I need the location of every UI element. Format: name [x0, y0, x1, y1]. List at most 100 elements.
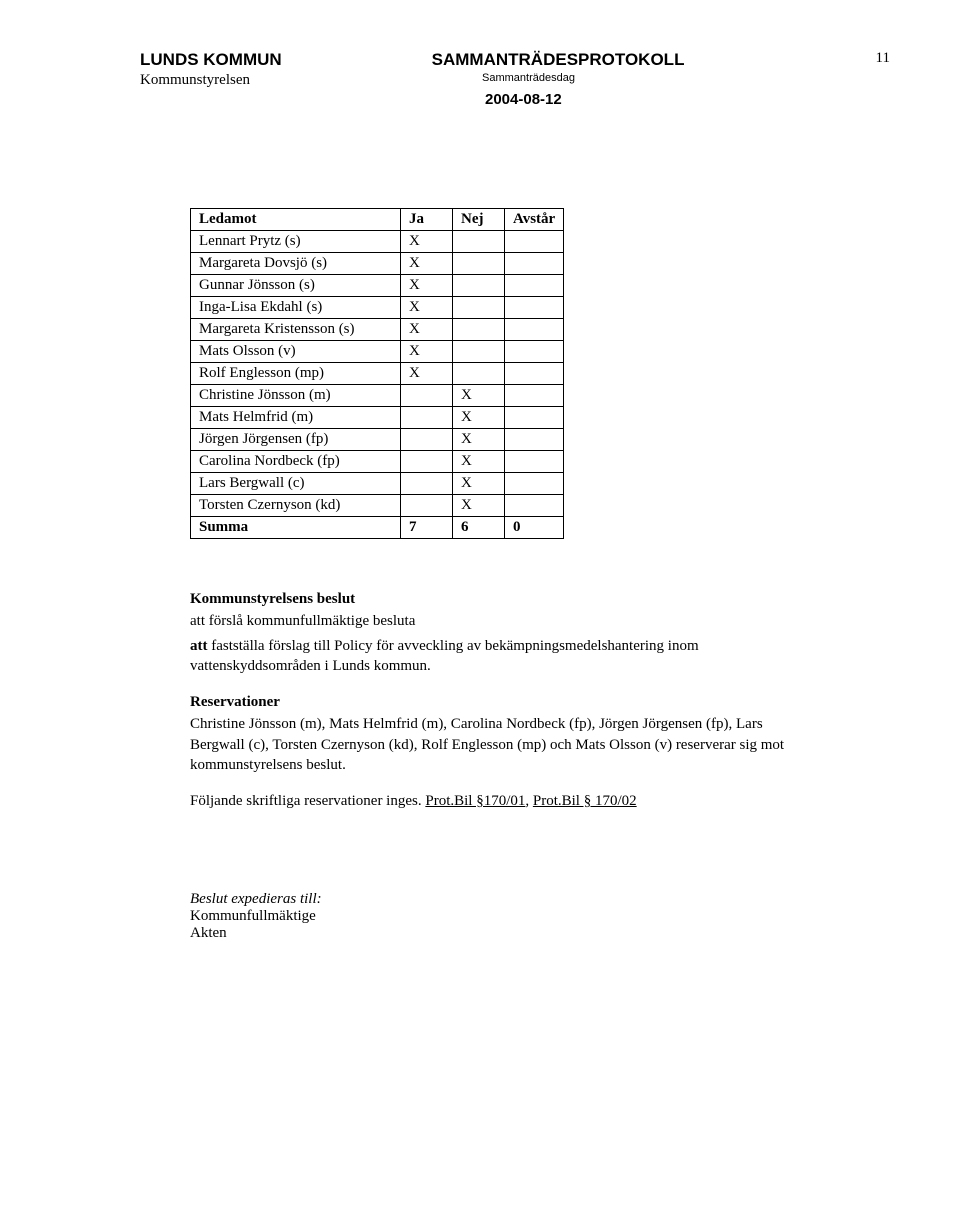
- cell-nej: [453, 275, 505, 297]
- decision-rest: fastställa förslag till Policy för avvec…: [190, 638, 699, 674]
- table-row: Margareta Kristensson (s)X: [191, 319, 564, 341]
- table-row: Carolina Nordbeck (fp) X: [191, 451, 564, 473]
- cell-abs: [505, 429, 564, 451]
- cell-ja: [401, 429, 453, 451]
- cell-name: Mats Helmfrid (m): [191, 407, 401, 429]
- cell-abs: [505, 341, 564, 363]
- cell-abs: [505, 495, 564, 517]
- cell-name: Jörgen Jörgensen (fp): [191, 429, 401, 451]
- cell-ja: [401, 407, 453, 429]
- header-row: LUNDS KOMMUN SAMMANTRÄDESPROTOKOLL 11: [140, 50, 890, 70]
- cell-nej: [453, 341, 505, 363]
- protbil-link-1[interactable]: Prot.Bil §170/01: [425, 793, 525, 809]
- vote-table: Ledamot Ja Nej Avstår Lennart Prytz (s)X…: [190, 208, 564, 539]
- decision-line2: att fastställa förslag till Policy för a…: [190, 636, 800, 677]
- cell-nej: [453, 253, 505, 275]
- cell-name: Carolina Nordbeck (fp): [191, 451, 401, 473]
- table-row: Lennart Prytz (s)X: [191, 231, 564, 253]
- footer-block: Beslut expedieras till: Kommunfullmäktig…: [190, 891, 890, 942]
- cell-nej: X: [453, 473, 505, 495]
- col-nej: Nej: [453, 209, 505, 231]
- cell-nej: X: [453, 451, 505, 473]
- decision-section: Kommunstyrelsens beslut att förslå kommu…: [190, 589, 800, 811]
- cell-abs: [505, 319, 564, 341]
- cell-nej: [453, 231, 505, 253]
- page-number: 11: [876, 50, 890, 70]
- cell-name: Rolf Englesson (mp): [191, 363, 401, 385]
- decision-att: att: [190, 638, 208, 654]
- cell-ja: [401, 451, 453, 473]
- sum-abs: 0: [505, 517, 564, 539]
- table-row: Mats Helmfrid (m) X: [191, 407, 564, 429]
- table-header-row: Ledamot Ja Nej Avstår: [191, 209, 564, 231]
- cell-name: Margareta Dovsjö (s): [191, 253, 401, 275]
- cell-abs: [505, 253, 564, 275]
- cell-ja: X: [401, 253, 453, 275]
- cell-name: Lars Bergwall (c): [191, 473, 401, 495]
- cell-abs: [505, 363, 564, 385]
- sum-nej: 6: [453, 517, 505, 539]
- cell-abs: [505, 473, 564, 495]
- col-ja: Ja: [401, 209, 453, 231]
- reservations-text: Christine Jönsson (m), Mats Helmfrid (m)…: [190, 714, 800, 775]
- cell-ja: X: [401, 275, 453, 297]
- table-row: Lars Bergwall (c) X: [191, 473, 564, 495]
- col-avstar: Avstår: [505, 209, 564, 231]
- cell-name: Inga-Lisa Ekdahl (s): [191, 297, 401, 319]
- table-row: Torsten Czernyson (kd) X: [191, 495, 564, 517]
- cell-nej: X: [453, 407, 505, 429]
- meeting-date: 2004-08-12: [485, 91, 890, 108]
- cell-ja: [401, 385, 453, 407]
- cell-abs: [505, 451, 564, 473]
- protbil-sep: ,: [525, 793, 533, 809]
- decision-heading: Kommunstyrelsens beslut: [190, 589, 800, 609]
- cell-ja: [401, 495, 453, 517]
- sum-label: Summa: [191, 517, 401, 539]
- cell-abs: [505, 385, 564, 407]
- cell-abs: [505, 275, 564, 297]
- cell-ja: X: [401, 297, 453, 319]
- footer-label: Beslut expedieras till:: [190, 891, 890, 908]
- cell-abs: [505, 407, 564, 429]
- table-row: Gunnar Jönsson (s)X: [191, 275, 564, 297]
- decision-line1: att förslå kommunfullmäktige besluta: [190, 611, 800, 631]
- body-name: Kommunstyrelsen: [140, 72, 250, 89]
- cell-name: Mats Olsson (v): [191, 341, 401, 363]
- cell-nej: X: [453, 429, 505, 451]
- subheader-row: Kommunstyrelsen Sammanträdesdag: [140, 72, 890, 89]
- written-reservations: Följande skriftliga reservationer inges.…: [190, 791, 800, 811]
- cell-ja: X: [401, 319, 453, 341]
- cell-nej: X: [453, 385, 505, 407]
- table-row: Jörgen Jörgensen (fp) X: [191, 429, 564, 451]
- org-name: LUNDS KOMMUN: [140, 50, 282, 70]
- table-row: Christine Jönsson (m) X: [191, 385, 564, 407]
- cell-ja: X: [401, 341, 453, 363]
- table-row: Rolf Englesson (mp)X: [191, 363, 564, 385]
- reservations-heading: Reservationer: [190, 692, 800, 712]
- cell-ja: X: [401, 363, 453, 385]
- table-summary-row: Summa760: [191, 517, 564, 539]
- protocol-title: SAMMANTRÄDESPROTOKOLL: [432, 50, 685, 69]
- table-row: Inga-Lisa Ekdahl (s)X: [191, 297, 564, 319]
- cell-nej: X: [453, 495, 505, 517]
- cell-name: Christine Jönsson (m): [191, 385, 401, 407]
- table-row: Margareta Dovsjö (s)X: [191, 253, 564, 275]
- footer-line1: Kommunfullmäktige: [190, 908, 890, 925]
- cell-name: Margareta Kristensson (s): [191, 319, 401, 341]
- cell-name: Torsten Czernyson (kd): [191, 495, 401, 517]
- footer-line2: Akten: [190, 925, 890, 942]
- table-row: Mats Olsson (v)X: [191, 341, 564, 363]
- cell-abs: [505, 231, 564, 253]
- cell-name: Lennart Prytz (s): [191, 231, 401, 253]
- meeting-label: Sammanträdesdag: [482, 72, 575, 89]
- written-prefix: Följande skriftliga reservationer inges.: [190, 793, 425, 809]
- cell-name: Gunnar Jönsson (s): [191, 275, 401, 297]
- title-block: SAMMANTRÄDESPROTOKOLL: [432, 50, 846, 70]
- cell-abs: [505, 297, 564, 319]
- cell-ja: [401, 473, 453, 495]
- cell-ja: X: [401, 231, 453, 253]
- protbil-link-2[interactable]: Prot.Bil § 170/02: [533, 793, 637, 809]
- cell-nej: [453, 297, 505, 319]
- col-ledamot: Ledamot: [191, 209, 401, 231]
- cell-nej: [453, 319, 505, 341]
